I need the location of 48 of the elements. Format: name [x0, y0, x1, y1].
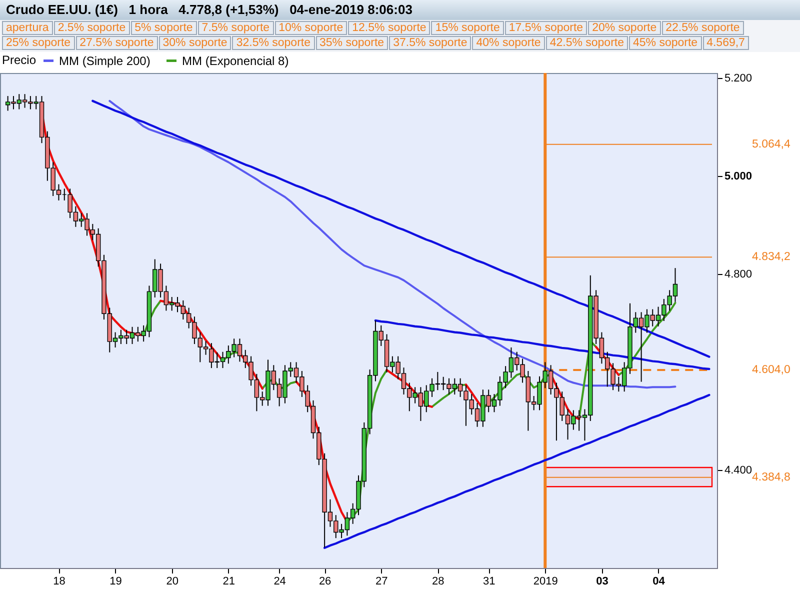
ref-line-label: 4.604,0 — [752, 364, 790, 376]
line-series — [323, 394, 710, 550]
text: apertura — [2, 21, 53, 35]
legend-label: MM (Exponencial 8) — [182, 54, 289, 68]
ref-line-label: 5.064,4 — [752, 138, 791, 150]
text: 40% soporte — [472, 36, 545, 50]
text: 4.569,7 — [702, 36, 749, 50]
x-tick-label: 2019 — [533, 576, 558, 588]
x-tick-label: 28 — [432, 576, 444, 588]
x-tick-label: 04 — [652, 576, 666, 588]
y-tick-label: 5.000 — [724, 170, 752, 182]
y-tick-label: 4.400 — [724, 464, 752, 476]
text: 32.5% soporte — [232, 36, 314, 50]
legend-label: MM (Simple 200) — [59, 54, 150, 68]
text: 2.5% soporte — [54, 21, 130, 35]
text: 12.5% soporte — [348, 21, 430, 35]
text: 15% soporte — [431, 21, 504, 35]
chart-title: Crudo EE.UU. (1€) 1 hora 4.778,8 (+1,53%) 04-ene-2019 8:06:03 — [0, 0, 800, 20]
line-series — [374, 319, 710, 370]
line-series — [108, 100, 676, 389]
x-tick-label: 24 — [274, 576, 286, 588]
x-tick-label: 20 — [166, 576, 178, 588]
text: 7.5% soporte — [198, 21, 274, 35]
text: 30% soporte — [158, 36, 232, 50]
line-series — [92, 100, 710, 358]
ref-line-label: 4.384,8 — [752, 471, 790, 484]
x-tick-label: 31 — [482, 576, 496, 588]
x-tick-label: 18 — [53, 576, 66, 588]
y-tick-label: 5.200 — [724, 72, 752, 84]
text: 5% soporte — [130, 21, 197, 35]
text: 27.5% soporte — [76, 36, 158, 50]
x-tick-label: 03 — [596, 576, 608, 588]
text: 35% soporte — [316, 36, 388, 50]
text: 37.5% soporte — [389, 36, 472, 50]
text: 42.5% soporte — [546, 36, 628, 50]
text: 25% soporte — [2, 36, 75, 50]
text: 45% soporte — [629, 36, 702, 50]
text: 22.5% soporte — [662, 21, 744, 35]
y-tick-label: 4.800 — [724, 268, 752, 280]
text: 17.5% soporte — [504, 21, 588, 35]
x-tick-label: 26 — [318, 576, 332, 588]
text: 20% soporte — [588, 21, 661, 35]
legend-title: Precio — [2, 53, 36, 67]
x-tick-label: 27 — [376, 576, 388, 588]
ref-line-label: 4.834,2 — [752, 251, 790, 264]
text: 10% soporte — [274, 21, 348, 35]
x-tick-label: 21 — [222, 576, 236, 588]
x-tick-label: 19 — [110, 576, 122, 588]
